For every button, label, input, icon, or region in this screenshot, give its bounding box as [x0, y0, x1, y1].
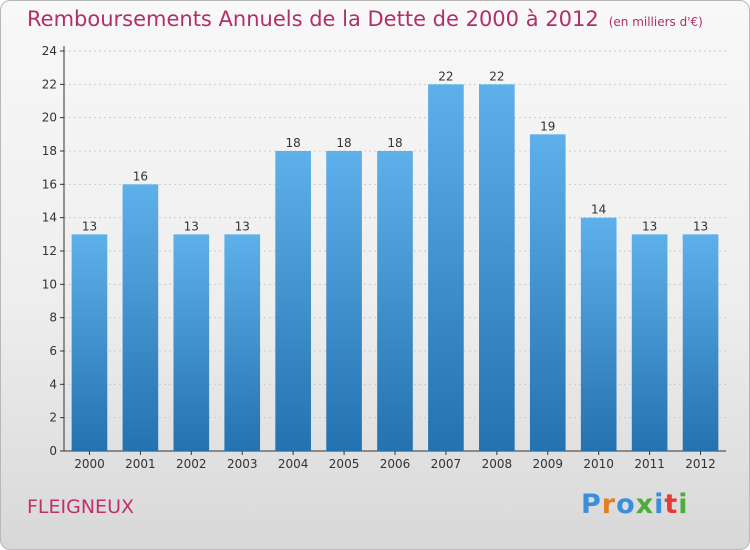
bar	[479, 84, 515, 451]
y-tick-label: 12	[42, 244, 57, 258]
x-tick-label: 2008	[482, 457, 513, 471]
data-label: 13	[82, 219, 97, 233]
x-tick-label: 2011	[634, 457, 665, 471]
x-tick-label: 2000	[74, 457, 105, 471]
x-tick-label: 2004	[278, 457, 309, 471]
bar	[71, 234, 108, 451]
data-label: 13	[235, 219, 250, 233]
chart-title: Remboursements Annuels de la Dette de 20…	[27, 7, 703, 31]
x-tick-label: 2001	[125, 457, 156, 471]
y-tick-label: 16	[42, 177, 57, 191]
title-text: Remboursements Annuels de la Dette de 20…	[27, 7, 599, 31]
x-tick-label: 2003	[227, 457, 258, 471]
logo-letter: P	[581, 489, 602, 520]
x-tick-label: 2006	[380, 457, 411, 471]
bar	[326, 151, 362, 451]
proxiti-logo: Proxiti	[581, 489, 689, 520]
logo-letter: i	[654, 489, 665, 520]
y-tick-label: 18	[42, 144, 57, 158]
data-label: 18	[336, 136, 351, 150]
y-tick-label: 4	[49, 377, 57, 391]
y-tick-label: 20	[42, 111, 57, 125]
unit-note: (en milliers d'€)	[608, 15, 703, 29]
x-tick-label: 2012	[685, 457, 716, 471]
data-label: 14	[591, 203, 606, 217]
bar	[682, 234, 719, 451]
data-label: 22	[438, 69, 453, 83]
data-label: 18	[387, 136, 402, 150]
data-label: 16	[133, 169, 148, 183]
y-tick-label: 2	[49, 411, 57, 425]
logo-letter: i	[678, 489, 689, 520]
data-label: 18	[286, 136, 301, 150]
x-tick-label: 2009	[532, 457, 563, 471]
data-label: 22	[489, 69, 504, 83]
y-tick-label: 0	[49, 444, 57, 458]
bar	[631, 234, 668, 451]
data-label: 13	[184, 219, 199, 233]
y-tick-label: 8	[49, 311, 57, 325]
logo-letter: o	[616, 489, 636, 520]
logo-letter: t	[664, 489, 679, 520]
bar	[173, 234, 210, 451]
x-tick-label: 2005	[329, 457, 360, 471]
data-label: 13	[693, 219, 708, 233]
y-tick-label: 22	[42, 77, 57, 91]
x-tick-label: 2007	[431, 457, 462, 471]
bar	[122, 184, 159, 452]
bar	[428, 84, 464, 451]
x-tick-label: 2002	[176, 457, 207, 471]
data-label: 19	[540, 119, 555, 133]
y-tick-label: 14	[42, 211, 57, 225]
y-tick-label: 10	[42, 277, 57, 291]
bar	[529, 134, 566, 452]
commune-name: FLEIGNEUX	[27, 496, 134, 518]
bar	[580, 217, 617, 451]
logo-letter: r	[601, 489, 617, 520]
logo-letter: x	[635, 489, 655, 520]
bar	[275, 151, 311, 451]
bar	[224, 234, 261, 451]
bar	[377, 151, 413, 451]
x-tick-label: 2010	[583, 457, 614, 471]
y-tick-label: 6	[49, 344, 57, 358]
y-tick-label: 24	[42, 44, 57, 58]
data-label: 13	[642, 219, 657, 233]
